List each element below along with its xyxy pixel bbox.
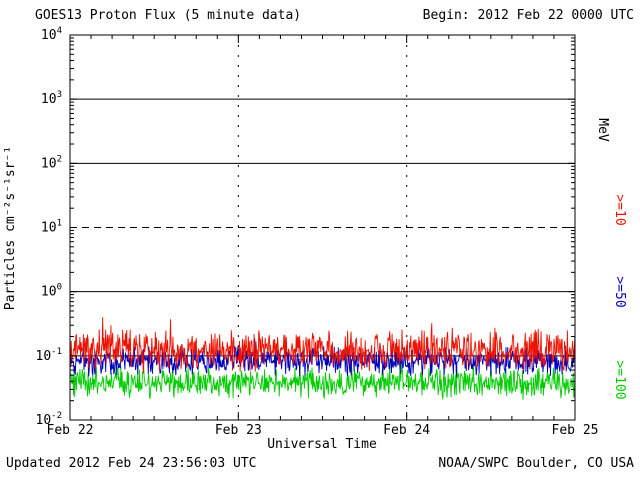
x-tick-label: Feb 24 <box>383 423 430 438</box>
flux-series-ge10 <box>70 317 575 373</box>
y-tick-label: 101 <box>41 219 62 236</box>
x-tick-label: Feb 23 <box>215 423 262 438</box>
legend-label-ge10: >=10 <box>612 194 627 225</box>
plot-frame <box>69 34 576 421</box>
legend-label-ge100: >=100 <box>612 360 627 399</box>
label-layer: 10-2 10-1 100 101 102 103 104 Feb 22 Feb 23 Feb 2… <box>36 26 628 438</box>
x-tick-label: Feb 25 <box>552 423 599 438</box>
flux-series-ge50 <box>70 338 575 377</box>
x-axis-label: Universal Time <box>267 437 377 452</box>
updated-timestamp: Updated 2012 Feb 24 23:56:03 UTC <box>6 456 256 471</box>
series-layer <box>70 317 575 400</box>
y-tick-label: 102 <box>41 154 62 171</box>
legend-label-ge50: >=50 <box>612 276 627 307</box>
y-axis-label: Particles cm⁻²s⁻¹sr⁻¹ <box>3 146 18 310</box>
y-tick-label: 100 <box>41 283 62 300</box>
x-tick-label: Feb 22 <box>47 423 94 438</box>
y-tick-label: 10-1 <box>36 347 63 364</box>
chart-title: GOES13 Proton Flux (5 minute data) <box>35 8 301 23</box>
begin-timestamp: Begin: 2012 Feb 22 0000 UTC <box>423 8 634 23</box>
y-tick-label: 104 <box>41 26 62 43</box>
y-tick-label: 10-2 <box>36 411 63 428</box>
y-tick-label: 103 <box>41 90 62 107</box>
right-axis-unit-label: MeV <box>595 118 610 142</box>
source-credit: NOAA/SWPC Boulder, CO USA <box>438 456 634 471</box>
